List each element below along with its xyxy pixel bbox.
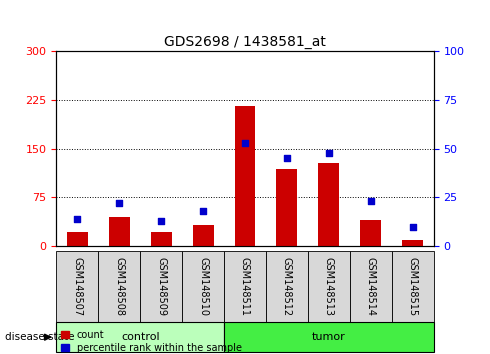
Bar: [56, 322, 224, 352]
Point: [409, 224, 416, 229]
Bar: [224, 251, 266, 322]
Bar: [193, 225, 214, 246]
Bar: [67, 232, 88, 246]
Text: GSM148509: GSM148509: [156, 257, 166, 316]
Text: GSM148510: GSM148510: [198, 257, 208, 316]
Point: [199, 208, 207, 214]
Point: [115, 200, 123, 206]
Bar: [276, 170, 297, 246]
Bar: [318, 163, 339, 246]
Text: GSM148514: GSM148514: [366, 257, 376, 316]
Bar: [182, 251, 224, 322]
Text: GSM148508: GSM148508: [114, 257, 124, 316]
Text: disease state: disease state: [5, 332, 74, 342]
Bar: [56, 251, 98, 322]
Bar: [308, 251, 350, 322]
Point: [283, 156, 291, 161]
Text: GSM148515: GSM148515: [408, 257, 417, 316]
Title: GDS2698 / 1438581_at: GDS2698 / 1438581_at: [164, 35, 326, 49]
Text: GSM148507: GSM148507: [73, 257, 82, 316]
Text: GSM148512: GSM148512: [282, 257, 292, 316]
Bar: [402, 240, 423, 246]
Legend: count, percentile rank within the sample: count, percentile rank within the sample: [61, 330, 242, 353]
Bar: [109, 217, 130, 246]
Bar: [392, 251, 434, 322]
Bar: [140, 251, 182, 322]
Bar: [235, 107, 255, 246]
Bar: [224, 322, 434, 352]
Text: tumor: tumor: [312, 332, 346, 342]
Text: control: control: [121, 332, 160, 342]
Bar: [266, 251, 308, 322]
Bar: [350, 251, 392, 322]
Text: GSM148511: GSM148511: [240, 257, 250, 316]
Point: [325, 150, 333, 155]
Point: [74, 216, 81, 222]
Point: [367, 198, 375, 204]
Bar: [360, 220, 381, 246]
Bar: [98, 251, 140, 322]
Point: [157, 218, 165, 224]
Text: GSM148513: GSM148513: [324, 257, 334, 316]
Bar: [151, 232, 171, 246]
Point: [241, 140, 249, 146]
